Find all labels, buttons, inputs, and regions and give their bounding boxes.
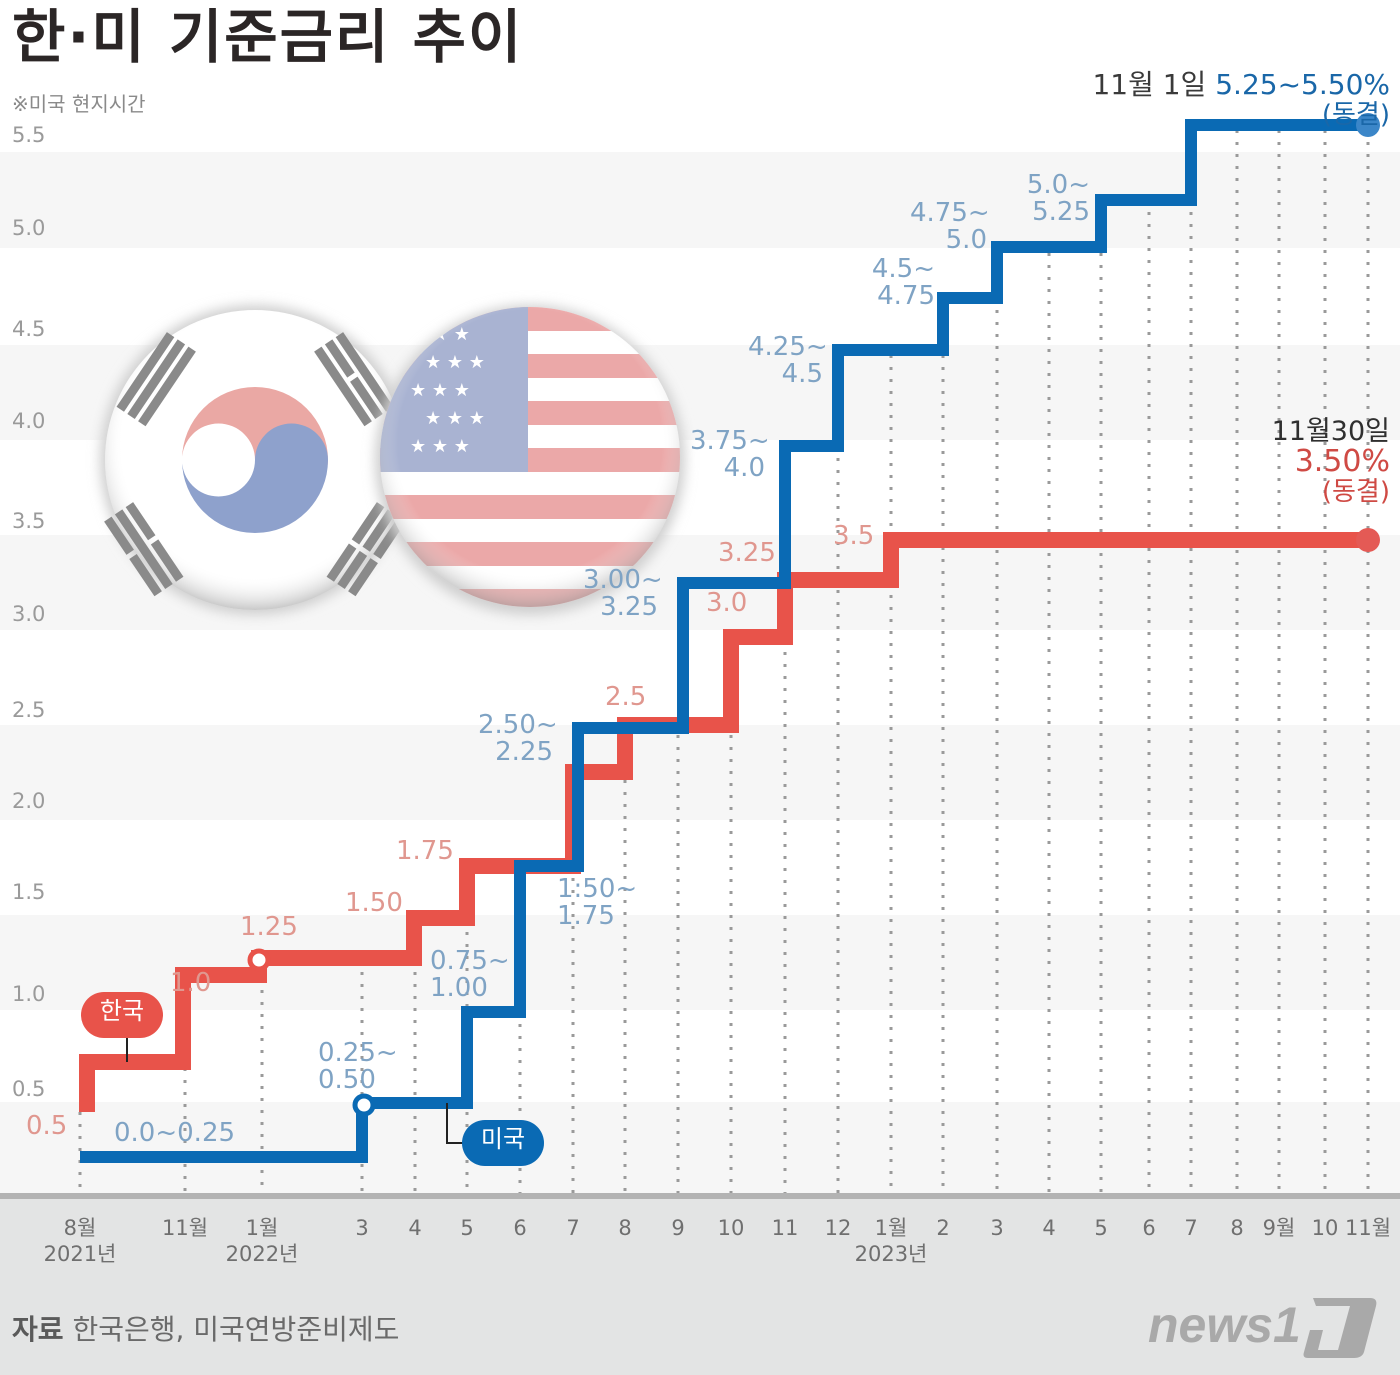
chart-plot-area: ★ ★ ★★ ★ ★ ★ ★ ★★ ★ ★ ★ ★ ★ <box>78 113 1380 1195</box>
us-value-label: 5.0~ 5.25 <box>1026 170 1090 228</box>
korea-value-label: 3.25 <box>718 538 776 568</box>
x-tick: 4 <box>1042 1216 1056 1240</box>
korea-value-label: 3.5 <box>833 521 875 551</box>
x-tick: 7 <box>1184 1216 1198 1240</box>
y-tick: 5.5 <box>12 123 46 147</box>
y-tick: 5.0 <box>12 216 46 240</box>
x-tick: 10 <box>1311 1216 1339 1240</box>
y-tick: 2.5 <box>12 698 46 722</box>
y-tick: 3.5 <box>12 509 46 533</box>
korea-callout-date: 11월30일 <box>1271 416 1390 447</box>
x-tick: 1월 2023년 <box>854 1216 928 1267</box>
x-tick: 11월 <box>161 1216 209 1240</box>
us-value-label: 1:50~ 1.75 <box>557 874 638 932</box>
y-tick: 4.0 <box>12 409 46 433</box>
legend-korea <box>81 992 163 1038</box>
x-tick: 6 <box>1142 1216 1156 1240</box>
y-tick: 0.5 <box>12 1077 46 1101</box>
x-tick: 6 <box>513 1216 527 1240</box>
korea-value-label: 1.0 <box>170 968 212 998</box>
x-tick: 8월 2021년 <box>43 1216 117 1267</box>
us-value-label: 0.0~0.25 <box>114 1118 236 1148</box>
us-value-label: 2.50~ 2.25 <box>478 710 558 768</box>
source-text: 한국은행, 미국연방준비제도 <box>72 1313 400 1346</box>
x-tick: 11 <box>771 1216 799 1240</box>
us-callout: 11월 1일 5.25~5.50% (동결) <box>1092 70 1390 130</box>
korea-value-label: 0.5 <box>26 1111 68 1141</box>
x-tick: 3 <box>355 1216 369 1240</box>
korea-callout-status: (동결) <box>1321 476 1390 507</box>
x-tick: 9 <box>671 1216 685 1240</box>
us-value-label: 0.25~ 0.50 <box>318 1038 398 1096</box>
korea-callout-value: 3.50% <box>1294 444 1390 480</box>
y-tick: 2.0 <box>12 789 46 813</box>
svg-text:news1: news1 <box>1148 1297 1301 1353</box>
us-value-label: 0.75~ 1.00 <box>430 946 510 1004</box>
x-tick: 12 <box>824 1216 852 1240</box>
us-end-marker <box>1356 113 1380 137</box>
chart-title: 한·미 기준금리 추이 <box>12 3 524 71</box>
x-axis-band <box>0 1197 1400 1375</box>
y-tick: 4.5 <box>12 317 46 341</box>
us-value-label: 4.5~ 4.75 <box>871 254 935 312</box>
korea-value-label: 2.5 <box>605 682 647 712</box>
us-value-label: 3.00~ 3.25 <box>583 565 663 623</box>
x-tick: 1월 2022년 <box>225 1216 299 1267</box>
us-value-label: 4.75~ 5.0 <box>910 198 990 256</box>
y-tick: 3.0 <box>12 602 46 626</box>
us-value-label: 4.25~ 4.5 <box>748 332 828 390</box>
korea-value-label: 1.25 <box>240 912 298 942</box>
x-tick: 5 <box>1094 1216 1108 1240</box>
korea-value-label: 3.0 <box>706 588 748 618</box>
x-tick: 3 <box>990 1216 1004 1240</box>
x-tick: 11월 <box>1344 1216 1392 1240</box>
x-tick: 9월 <box>1262 1216 1296 1240</box>
x-tick: 4 <box>408 1216 422 1240</box>
us-value-label: 3.75~ 4.0 <box>690 426 770 484</box>
x-tick: 10 <box>717 1216 745 1240</box>
us-marker-2022-03 <box>352 1093 376 1117</box>
x-axis-line <box>0 1193 1400 1199</box>
korea-flag-icon <box>100 305 410 615</box>
news1-logo: news1 <box>1148 1297 1377 1358</box>
chart-note: ※미국 현지시간 <box>12 92 146 116</box>
x-tick: 2 <box>936 1216 950 1240</box>
korea-marker-2022-01 <box>247 948 271 972</box>
y-tick: 1.5 <box>12 880 46 904</box>
korea-value-label: 1.75 <box>396 836 454 866</box>
us-callout-value: 5.25~5.50% <box>1215 68 1390 101</box>
x-tick: 5 <box>460 1216 474 1240</box>
source-label: 자료 <box>12 1313 64 1346</box>
korea-end-marker <box>1356 528 1380 552</box>
legend-us <box>462 1120 544 1166</box>
korea-value-label: 1.50 <box>345 888 403 918</box>
legend-us-label: 미국 <box>480 1125 526 1153</box>
x-tick: 7 <box>566 1216 580 1240</box>
us-callout-status: (동결) <box>1321 100 1390 131</box>
legend-korea-label: 한국 <box>99 997 145 1025</box>
month-gridlines <box>78 130 1370 1195</box>
us-rate-line <box>80 119 1368 1163</box>
source-note: 자료 한국은행, 미국연방준비제도 <box>12 1308 399 1348</box>
y-tick: 1.0 <box>12 982 46 1006</box>
us-callout-date: 11월 1일 <box>1092 68 1207 101</box>
x-tick: 8 <box>1230 1216 1244 1240</box>
korea-callout: 11월30일 3.50% (동결) <box>1271 416 1390 507</box>
x-tick: 8 <box>618 1216 632 1240</box>
